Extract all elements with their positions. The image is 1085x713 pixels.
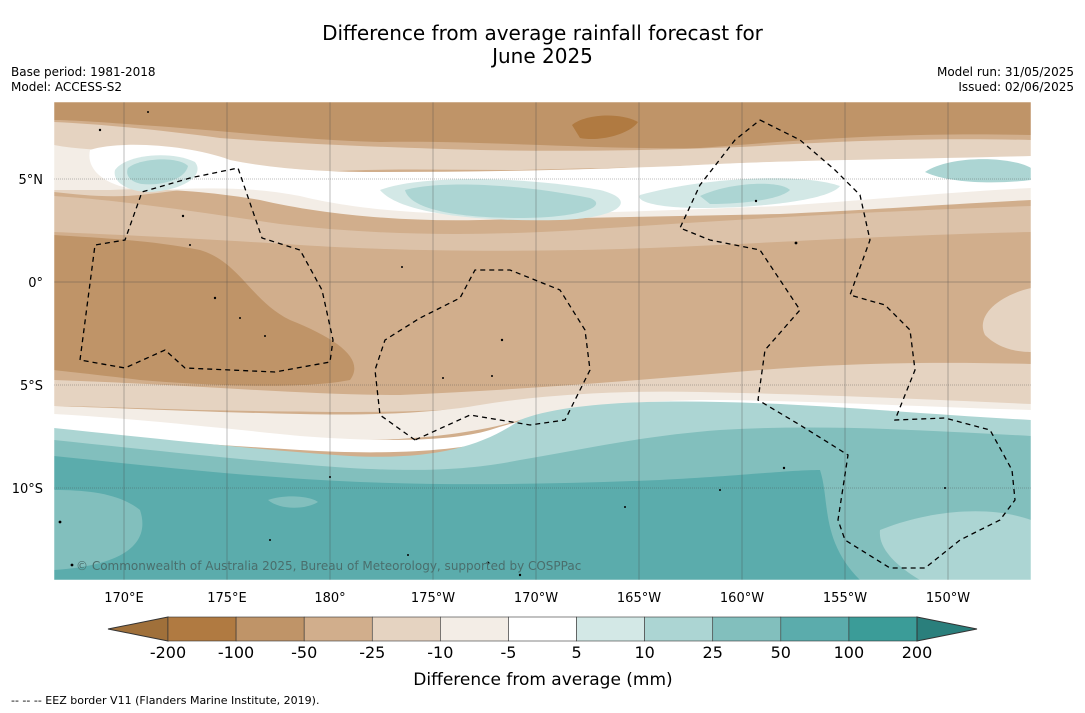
south-very-wet-region <box>54 456 860 580</box>
wet-patch-7 <box>925 159 1031 183</box>
title-line-1: Difference from average rainfall forecas… <box>322 21 763 45</box>
colorbar-segment <box>712 616 782 642</box>
colorbar-tick-label: 50 <box>771 643 791 662</box>
wet-patch-6 <box>700 183 790 204</box>
wet-patch-4 <box>405 184 597 218</box>
colorbar-left-arrow <box>107 616 169 642</box>
model-run: Model run: 31/05/2025 <box>936 65 1074 79</box>
lat-label-5s: 5°S <box>20 379 43 394</box>
lon-label-165w: 165°W <box>617 591 661 606</box>
rainfall-anomaly-map: © Commonwealth of Australia 2025, Bureau… <box>54 102 1031 580</box>
colorbar-tick-label: -25 <box>359 643 385 662</box>
small-wet-patch <box>268 496 318 508</box>
grid-lines <box>54 102 1031 580</box>
colorbar-tick-label: 25 <box>703 643 723 662</box>
map-frame <box>53 101 1032 581</box>
colorbar-segment <box>167 616 237 642</box>
issued-date: Issued: 02/06/2025 <box>958 80 1074 94</box>
model-name: Model: ACCESS-S2 <box>11 80 123 94</box>
colorbar-tick-label: -10 <box>427 643 453 662</box>
colorbar-segments <box>167 616 918 642</box>
lon-label-180: 180° <box>314 591 345 606</box>
longitude-labels: 170°E 175°E 180° 175°W 170°W 165°W 160°W… <box>104 591 970 606</box>
latitude-labels: 5°N 0° 5°S 10°S <box>12 173 43 497</box>
east-light-patch <box>982 288 1031 352</box>
eez-legend-note: -- -- -- EEZ border V11 (Flanders Marine… <box>11 694 320 707</box>
base-period: Base period: 1981-2018 <box>11 65 156 79</box>
lon-label-160w: 160°W <box>720 591 764 606</box>
lon-label-175w: 175°W <box>411 591 455 606</box>
colorbar-segment <box>576 616 645 642</box>
colorbar-tick-label: 200 <box>902 643 933 662</box>
lat-label-0: 0° <box>28 276 43 291</box>
lon-label-170w: 170°W <box>514 591 558 606</box>
colorbar-segment <box>780 616 850 642</box>
colorbar-segment <box>508 616 577 642</box>
islands <box>58 111 946 577</box>
colorbar-segment <box>644 616 714 642</box>
colorbar-tick-label: 5 <box>571 643 581 662</box>
meta-right: Model run: 31/05/2025 Issued: 02/06/2025 <box>937 65 1074 95</box>
colorbar-segment <box>235 616 305 642</box>
colorbar-segment <box>848 616 918 642</box>
colorbar-tick-label: 10 <box>634 643 654 662</box>
north-dry-band <box>54 102 1031 149</box>
eez-borders <box>79 119 1016 569</box>
colorbar-title: Difference from average (mm) <box>413 670 672 690</box>
lat-label-5n: 5°N <box>19 173 44 188</box>
north-very-dry-patch <box>572 115 638 140</box>
copyright-notice: © Commonwealth of Australia 2025, Bureau… <box>76 559 581 573</box>
colorbar-tick-labels: -200 -100 -50 -25 -10 -5 5 10 25 50 100 200 <box>150 643 932 662</box>
colorbar-segment <box>440 616 509 642</box>
lat-label-10s: 10°S <box>12 482 43 497</box>
title-line-2: June 2025 <box>492 44 593 68</box>
north-light-dry-band <box>54 122 1031 197</box>
colorbar-tick-label: -200 <box>150 643 186 662</box>
colorbar-segment <box>371 616 441 642</box>
colorbar-right-arrow <box>916 616 978 642</box>
wet-patch-2 <box>127 159 188 185</box>
lon-label-175e: 175°E <box>207 591 247 606</box>
lon-label-150w: 150°W <box>926 591 970 606</box>
colorbar-segment <box>303 616 373 642</box>
colorbar-tick-label: 100 <box>834 643 865 662</box>
meta-left: Base period: 1981-2018 Model: ACCESS-S2 <box>11 65 156 95</box>
colorbar: -200 -100 -50 -25 -10 -5 5 10 25 50 100 200 Differe… <box>107 616 978 690</box>
south-west-wet-patch <box>54 490 143 570</box>
colorbar-tick-label: -100 <box>218 643 254 662</box>
colorbar-tick-label: -5 <box>500 643 516 662</box>
south-east-wet-patch <box>879 511 1031 580</box>
transition-band <box>54 196 1031 251</box>
colorbar-tick-label: -50 <box>291 643 317 662</box>
lon-label-155w: 155°W <box>823 591 867 606</box>
map-title: Difference from average rainfall forecas… <box>0 22 1085 68</box>
west-dry-region <box>54 235 355 386</box>
lon-label-170e: 170°E <box>104 591 144 606</box>
